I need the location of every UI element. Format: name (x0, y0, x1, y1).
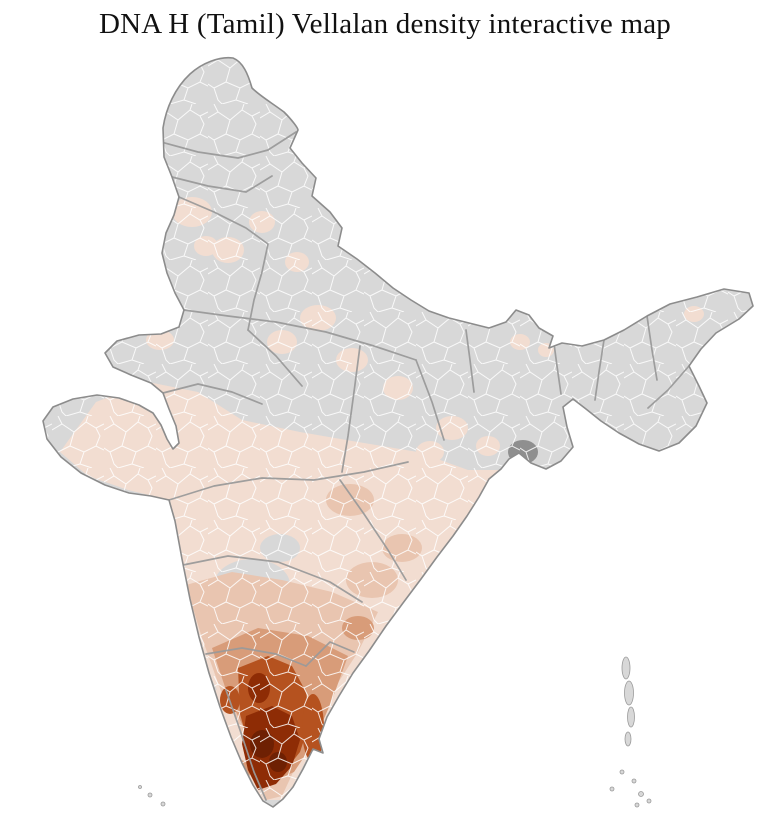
lakshadweep-islands[interactable] (138, 785, 166, 807)
state-border-line (168, 461, 409, 501)
island[interactable] (138, 785, 142, 789)
state-border-line (183, 309, 417, 361)
state-border-line (162, 383, 263, 405)
island[interactable] (646, 798, 652, 804)
island[interactable] (624, 731, 632, 747)
state-border-line (646, 315, 658, 381)
state-border-line (647, 365, 690, 409)
island[interactable] (619, 769, 625, 775)
island[interactable] (160, 801, 166, 807)
state-border-line (465, 329, 475, 393)
state-border-line (182, 555, 363, 603)
island[interactable] (624, 680, 634, 706)
island[interactable] (609, 786, 615, 792)
state-border-line (178, 196, 269, 331)
state-border-line (594, 339, 605, 401)
state-border-line (247, 329, 303, 387)
state-border-line (305, 641, 355, 667)
state-border-line (205, 647, 307, 667)
state-border-line (339, 479, 407, 581)
island[interactable] (638, 791, 644, 797)
island[interactable] (631, 778, 637, 784)
india-coastline (42, 56, 754, 808)
andaman-nicobar-islands[interactable] (609, 656, 652, 808)
island[interactable] (634, 802, 640, 808)
island[interactable] (621, 656, 631, 680)
state-border-line (415, 359, 445, 441)
state-border-line (171, 175, 273, 193)
state-border-line (341, 345, 361, 473)
map-title: DNA H (Tamil) Vellalan density interacti… (99, 8, 671, 40)
state-border-line (225, 689, 267, 801)
island[interactable] (147, 792, 153, 798)
state-border-line (160, 131, 297, 159)
island[interactable] (627, 706, 635, 728)
